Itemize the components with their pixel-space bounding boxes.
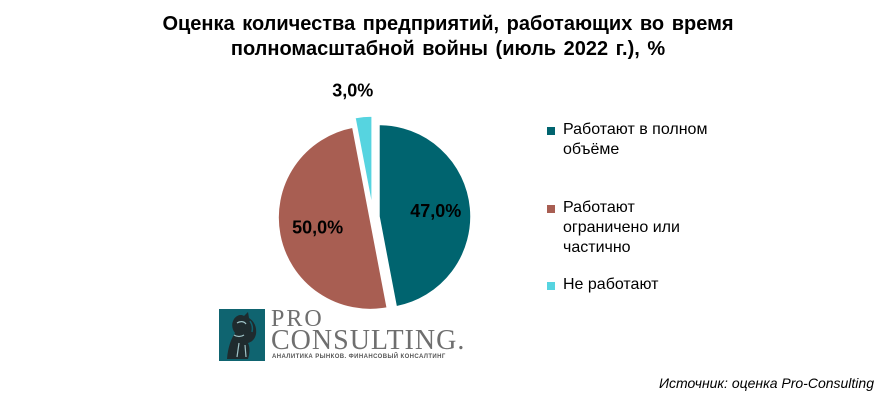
logo-tagline: АНАЛИТИКА РЫНКОВ. ФИНАНСОВЫЙ КОНСАЛТИНГ (272, 354, 446, 360)
pie-slice-1 (378, 123, 472, 308)
logo-consulting-text: CONSULTING. (271, 325, 466, 356)
logo-pro-text: PRO (271, 306, 324, 332)
legend-swatch-1 (547, 127, 555, 135)
pie-slice-2 (277, 126, 389, 311)
source-note: Источник: оценка Pro-Consulting (659, 375, 874, 391)
pie-label-1: 47,0% (410, 201, 461, 221)
chart-title: Оценка количества предприятий, работающи… (0, 12, 896, 62)
legend-label-1: Работают в полном объёме (563, 121, 708, 158)
legend-swatch-3 (547, 282, 555, 290)
pie-slice-3 (354, 115, 373, 209)
horse-logo-icon (219, 309, 265, 361)
legend-swatch-2 (547, 205, 555, 213)
pie-label-3: 3,0% (332, 80, 373, 100)
legend-label-2: Работают ограничено или частично (563, 199, 680, 256)
legend-label-3: Не работают (563, 276, 659, 293)
chart-title-line-1: Оценка количества предприятий, работающи… (162, 13, 734, 35)
chart-title-line-2: полномасштабной войны (июль 2022 г.), % (230, 38, 666, 60)
pro-consulting-logo: PRO CONSULTING. АНАЛИТИКА РЫНКОВ. ФИНАНС… (219, 306, 464, 363)
pie-label-2: 50,0% (292, 218, 343, 238)
